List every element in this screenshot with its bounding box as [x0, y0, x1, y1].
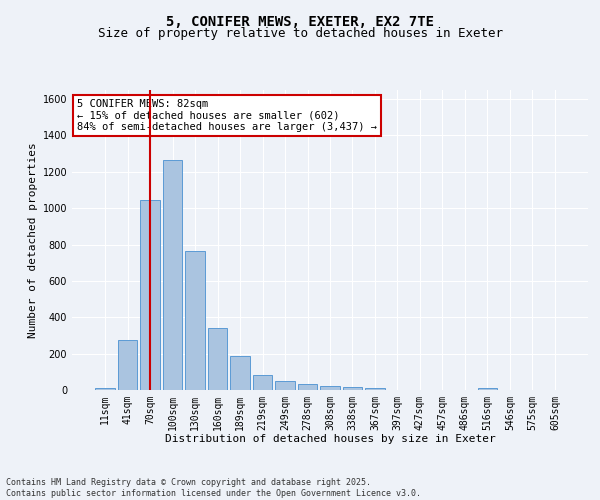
Bar — [95, 388, 115, 390]
X-axis label: Distribution of detached houses by size in Exeter: Distribution of detached houses by size … — [164, 434, 496, 444]
Bar — [140, 200, 160, 390]
Text: Contains HM Land Registry data © Crown copyright and database right 2025.
Contai: Contains HM Land Registry data © Crown c… — [6, 478, 421, 498]
Bar — [275, 382, 295, 390]
Y-axis label: Number of detached properties: Number of detached properties — [28, 142, 38, 338]
Bar — [298, 384, 317, 390]
Bar — [343, 388, 362, 390]
Bar — [365, 388, 385, 390]
Bar — [118, 340, 137, 390]
Bar — [253, 376, 272, 390]
Text: Size of property relative to detached houses in Exeter: Size of property relative to detached ho… — [97, 28, 503, 40]
Bar — [208, 328, 227, 390]
Bar — [478, 388, 497, 390]
Bar — [163, 160, 182, 390]
Bar — [185, 251, 205, 390]
Bar — [230, 356, 250, 390]
Bar — [320, 386, 340, 390]
Text: 5, CONIFER MEWS, EXETER, EX2 7TE: 5, CONIFER MEWS, EXETER, EX2 7TE — [166, 15, 434, 29]
Text: 5 CONIFER MEWS: 82sqm
← 15% of detached houses are smaller (602)
84% of semi-det: 5 CONIFER MEWS: 82sqm ← 15% of detached … — [77, 99, 377, 132]
